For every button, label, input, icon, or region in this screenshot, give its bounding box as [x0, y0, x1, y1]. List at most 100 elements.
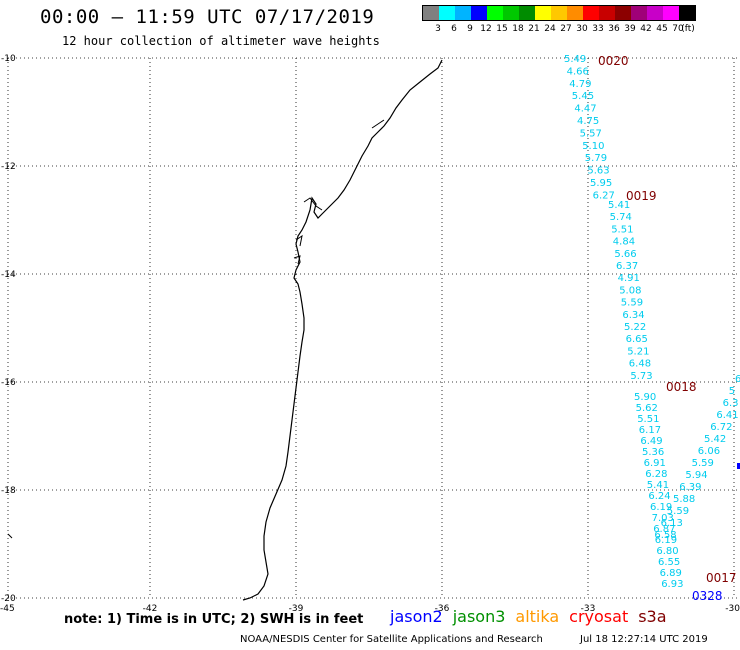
wave-value: 5.62: [636, 403, 658, 414]
wave-value: 6.89: [660, 568, 682, 579]
wave-value: 5.59: [667, 506, 689, 517]
wave-value: 5.79: [585, 153, 607, 164]
wave-value: 5.49: [564, 54, 586, 65]
wave-value: 6.39: [679, 482, 701, 493]
legend-swatch: [583, 6, 599, 20]
wave-value: 4.75: [577, 116, 599, 127]
legend-swatch: [519, 6, 535, 20]
satellite-name: s3a: [638, 607, 667, 626]
legend-swatches: [422, 5, 696, 21]
legend-label: 12: [480, 24, 492, 34]
wave-value: 7.03: [652, 513, 674, 524]
lon-label: -45: [0, 604, 15, 614]
wave-value: 5.51: [637, 414, 659, 425]
lon-label: -39: [289, 604, 304, 614]
lat-label: -10: [1, 54, 16, 64]
legend-swatch: [631, 6, 647, 20]
track-id-label: 0020: [598, 54, 629, 68]
wave-value: 5.41: [647, 480, 669, 491]
wave-value: 5.59: [621, 298, 643, 309]
lat-label: -14: [1, 270, 16, 280]
wave-value: 5.08: [619, 285, 641, 296]
legend-swatch: [599, 6, 615, 20]
legend-label: 70: [672, 24, 684, 34]
wave-value: 6.58: [654, 530, 676, 541]
legend-label: 15: [496, 24, 508, 34]
note-text: note: 1) Time is in UTC; 2) SWH is in fe…: [64, 612, 364, 627]
legend-swatch: [647, 6, 663, 20]
wave-value: 6.37: [616, 261, 638, 272]
wave-value: 6.93: [661, 579, 683, 590]
track-labels: 0020 0019 0018 0017 0328: [598, 54, 737, 603]
legend-label: 3: [435, 24, 441, 34]
legend-label: 30: [576, 24, 588, 34]
lat-label: -20: [1, 594, 16, 604]
longitude-labels: -45 -42 -39 -36 -33 -30: [0, 604, 740, 614]
wave-value: 5.63: [587, 166, 609, 177]
track-id-label: 0019: [626, 189, 657, 203]
lon-label: -36: [435, 604, 450, 614]
wave-value: 6.80: [656, 546, 678, 557]
legend-label: 33: [592, 24, 604, 34]
legend-label: 42: [640, 24, 652, 34]
track-values: 5.494.66 4.795.45 4.474.755.57 5.105.79 5.63…: [564, 54, 740, 590]
wave-value: 5.41: [608, 200, 630, 211]
legend-swatch: [455, 6, 471, 20]
timestamp-text: Jul 18 12:27:14 UTC 2019: [580, 634, 708, 645]
wave-value: 5.45: [572, 91, 594, 102]
legend-swatch: [471, 6, 487, 20]
wave-value: 6.19: [655, 535, 677, 546]
legend-label: 6: [451, 24, 457, 34]
lat-label: -12: [1, 162, 16, 172]
coastline: [242, 59, 443, 601]
satellite-legend: jason2 jason3 altika cryosat s3a: [390, 607, 677, 626]
satellite-name: altika: [515, 607, 560, 626]
satellite-name: jason3: [452, 607, 506, 626]
legend-swatch: [503, 6, 519, 20]
wave-value: 4.47: [574, 104, 596, 115]
wave-value: 6.49: [640, 436, 662, 447]
wave-value: 6.55: [658, 557, 680, 568]
track-id-label: 0328: [692, 589, 723, 603]
wave-value: 6.13: [661, 518, 683, 529]
wave-value: 5.66: [614, 249, 636, 260]
track-id-label: 0017: [706, 571, 737, 585]
legend-swatch: [487, 6, 503, 20]
wave-value: 6.17: [639, 425, 661, 436]
track-id-label: 0018: [666, 380, 697, 394]
wave-value: 4.79: [569, 79, 591, 90]
legend-swatch: [567, 6, 583, 20]
wave-value: 6.27: [593, 190, 615, 201]
wave-value: 4.66: [567, 66, 589, 77]
wave-value: 6.48: [629, 359, 651, 370]
wave-value: 5.22: [624, 322, 646, 333]
lon-label: -42: [143, 604, 158, 614]
grid-lines: [7, 57, 738, 599]
lat-label: -18: [1, 486, 16, 496]
credit-text: NOAA/NESDIS Center for Satellite Applica…: [240, 634, 543, 645]
wave-value: 5.59: [692, 458, 714, 469]
wave-value: 5.57: [580, 128, 602, 139]
legend-label: 24: [544, 24, 556, 34]
wave-value: 5.73: [630, 371, 652, 382]
wave-value: 5.90: [634, 392, 656, 403]
wave-value: 6.28: [645, 469, 667, 480]
coastline-islands: [7, 119, 385, 539]
wave-value: 6.3: [723, 398, 739, 409]
page-title: 00:00 – 11:59 UTC 07/17/2019: [40, 6, 375, 28]
legend-label: 36: [608, 24, 620, 34]
wave-value: 5.36: [642, 447, 664, 458]
wave-value: 6.65: [626, 334, 648, 345]
wave-value: 6: [735, 374, 740, 385]
wave-value: 5.95: [590, 178, 612, 189]
legend-label: 9: [467, 24, 473, 34]
wave-value: 6.87: [653, 524, 675, 535]
legend-label: 27: [560, 24, 572, 34]
satellite-name: cryosat: [569, 607, 629, 626]
wave-value: 5.51: [611, 224, 633, 235]
wave-value: 4.91: [618, 273, 640, 284]
lon-label: -30: [725, 604, 740, 614]
lat-label: -16: [1, 378, 16, 388]
wave-value: 6.19: [650, 502, 672, 513]
wave-value: 4.84: [613, 237, 635, 248]
